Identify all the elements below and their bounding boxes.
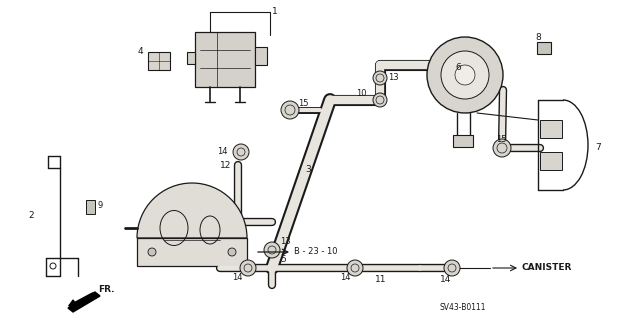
Circle shape [427,37,503,113]
Text: 14: 14 [232,273,243,283]
Text: 4: 4 [138,48,143,56]
Text: 14: 14 [440,276,451,285]
Text: 6: 6 [455,63,461,72]
Text: CANISTER: CANISTER [522,263,572,272]
Bar [255,47,267,65]
Circle shape [441,51,489,99]
Circle shape [347,260,363,276]
Text: 8: 8 [535,33,541,42]
Text: 15: 15 [496,136,506,145]
Text: 13: 13 [388,73,399,83]
Text: FR.: FR. [98,285,115,293]
Bar [540,120,562,138]
Circle shape [264,242,280,258]
Circle shape [240,260,256,276]
Text: 7: 7 [595,144,601,152]
Text: 14: 14 [217,147,227,157]
Text: 14: 14 [340,273,351,283]
Circle shape [228,248,236,256]
Circle shape [444,260,460,276]
Wedge shape [137,183,247,238]
Text: 2: 2 [28,211,34,220]
Text: 1: 1 [272,8,278,17]
Text: 12: 12 [220,160,232,169]
Bar [148,52,170,70]
Bar [453,135,473,147]
Text: 3: 3 [305,166,311,174]
Bar [137,238,247,266]
Circle shape [233,144,249,160]
Polygon shape [68,292,100,312]
Text: 13: 13 [280,238,291,247]
Text: B - 23 - 10: B - 23 - 10 [294,248,337,256]
Bar [540,152,562,170]
Text: 10: 10 [356,88,367,98]
Circle shape [148,248,156,256]
Circle shape [373,71,387,85]
Circle shape [455,65,475,85]
Bar [195,32,255,87]
Bar [86,200,95,214]
Circle shape [493,139,511,157]
Circle shape [281,101,299,119]
Bar [537,42,551,54]
Text: 5: 5 [280,256,285,264]
Circle shape [50,263,56,269]
Text: 9: 9 [97,201,102,210]
Text: SV43-B0111: SV43-B0111 [440,303,486,313]
Text: 11: 11 [375,276,387,285]
Circle shape [373,93,387,107]
Bar [187,52,195,64]
Text: 15: 15 [298,100,308,108]
